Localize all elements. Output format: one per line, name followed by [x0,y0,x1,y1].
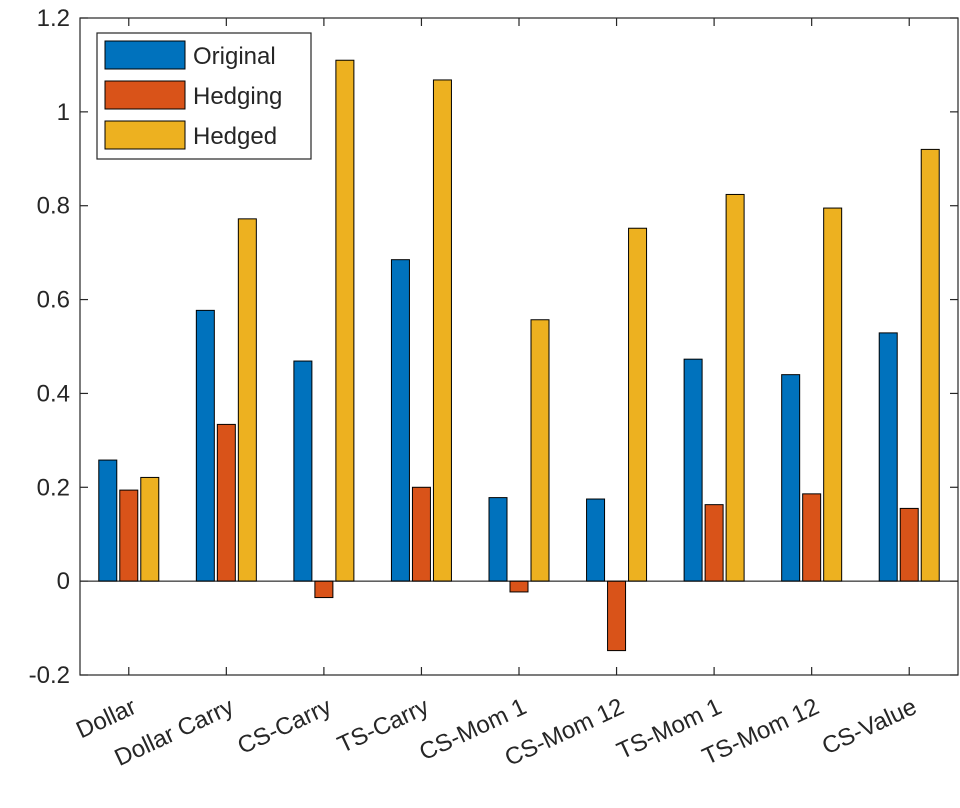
y-tick-label: 0.8 [37,193,70,220]
x-tick-label: Dollar [72,693,140,744]
bar-hedging-7 [802,493,822,582]
bars-layer [98,59,940,652]
bar-hedging-0 [119,489,139,582]
legend: Original Hedging Hedged [96,32,312,160]
legend-label-hedging: Hedging [193,83,282,110]
bar-hedging-5 [607,580,627,652]
bar-hedging-6 [704,504,724,582]
bar-hedging-4 [509,580,529,593]
legend-label-original: Original [193,43,276,70]
bar-hedged-3 [432,79,452,582]
bar-hedging-3 [411,486,431,582]
bar-hedging-1 [216,423,236,582]
legend-swatch-hedging [104,80,186,110]
x-tick-label: CS-Value [818,693,921,760]
bar-original-0 [98,459,118,582]
bar-hedged-7 [823,207,843,582]
bar-hedged-4 [530,319,550,582]
bar-original-5 [586,498,606,582]
bar-original-4 [488,497,508,582]
y-tick-label: 0.4 [37,380,70,407]
x-tick-label: CS-Carry [233,693,335,760]
bar-original-2 [293,360,313,582]
bar-hedging-8 [899,507,919,582]
bar-original-1 [195,309,215,582]
bar-original-8 [878,332,898,582]
y-tick-label: 1 [57,99,70,126]
bar-hedging-2 [314,580,334,599]
legend-swatch-original [104,40,186,70]
bar-hedged-1 [237,218,257,582]
y-tick-label: -0.2 [29,662,70,689]
bar-original-3 [390,259,410,582]
bar-hedged-8 [920,148,940,582]
legend-label-hedged: Hedged [193,123,277,150]
y-tick-label: 0 [57,568,70,595]
bar-hedged-6 [725,193,745,582]
bar-original-6 [683,358,703,582]
bar-original-7 [781,374,801,582]
y-tick-label: 0.2 [37,474,70,501]
y-axis-ticks: -0.2 0 0.2 0.4 0.6 0.8 1 1.2 [29,5,958,689]
bar-hedged-5 [628,227,648,582]
bar-hedged-2 [335,59,355,582]
y-tick-label: 0.6 [37,287,70,314]
bar-hedged-0 [140,476,160,582]
y-tick-label: 1.2 [37,5,70,32]
legend-swatch-hedged [104,120,186,150]
